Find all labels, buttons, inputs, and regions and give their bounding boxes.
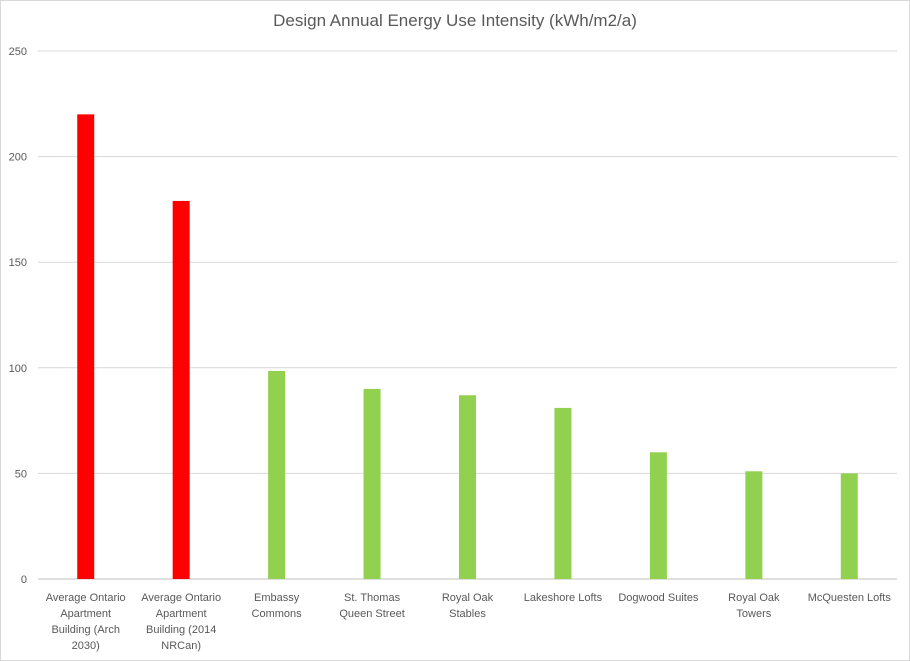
x-category-label: Royal Oak <box>728 592 780 604</box>
x-category-label: Stables <box>449 608 486 620</box>
x-category-label: Dogwood Suites <box>618 592 699 604</box>
bar <box>268 370 286 579</box>
x-category-label: 2030) <box>72 640 100 652</box>
x-category-label: Average Ontario <box>46 592 126 604</box>
x-category-label: Apartment <box>60 608 111 620</box>
chart-title: Design Annual Energy Use Intensity (kWh/… <box>273 11 637 30</box>
x-category-label: Lakeshore Lofts <box>524 592 603 604</box>
y-tick-label: 250 <box>9 46 27 58</box>
x-category-label: Embassy <box>254 592 300 604</box>
bar <box>459 395 476 579</box>
x-category-label: McQuesten Lofts <box>808 592 892 604</box>
x-category-label: Queen Street <box>339 608 404 620</box>
y-tick-label: 200 <box>9 152 27 164</box>
bar <box>745 471 763 579</box>
bar <box>649 452 667 579</box>
y-tick-label: 0 <box>21 574 27 586</box>
bar <box>172 200 190 579</box>
x-category-label: Building (Arch <box>51 624 119 636</box>
x-category-label: Building (2014 <box>146 624 216 636</box>
x-category-label: St. Thomas <box>344 592 401 604</box>
y-tick-label: 100 <box>9 363 27 375</box>
x-category-label: Royal Oak <box>442 592 494 604</box>
y-tick-label: 50 <box>15 468 27 480</box>
bar <box>77 114 95 580</box>
bar <box>554 407 572 579</box>
x-category-label: Average Ontario <box>141 592 221 604</box>
x-category-label: Towers <box>736 608 771 620</box>
y-tick-label: 150 <box>9 257 27 269</box>
x-category-label: NRCan) <box>161 640 201 652</box>
bar <box>840 473 858 579</box>
x-category-label: Apartment <box>156 608 207 620</box>
x-category-label: Commons <box>252 608 303 620</box>
bar <box>363 388 381 579</box>
